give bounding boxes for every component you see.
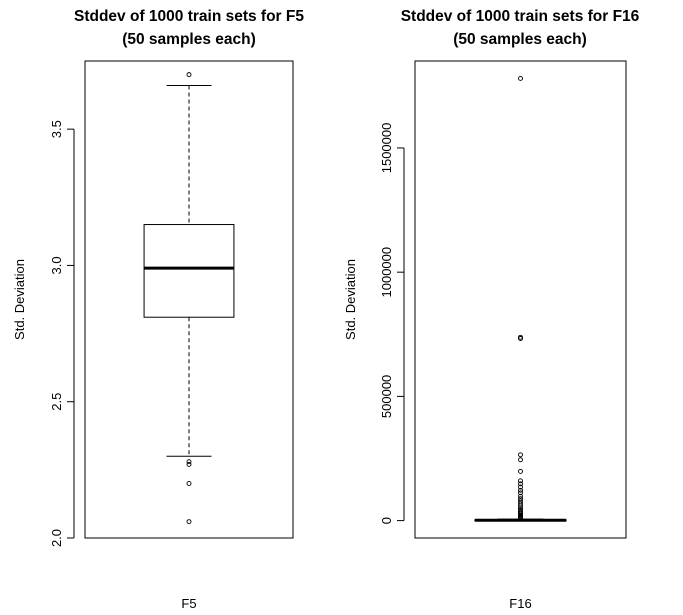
- outlier-point: [186, 519, 192, 525]
- outlier-point: [518, 493, 523, 499]
- y-tick-label: 500000: [379, 375, 394, 418]
- outlier-point: [518, 478, 523, 484]
- outlier-point: [518, 481, 523, 487]
- y-tick-label: 1500000: [379, 123, 394, 174]
- outlier-point: [518, 336, 523, 341]
- y-tick-label: 2.5: [49, 393, 64, 411]
- x-axis-label: F16: [509, 596, 531, 611]
- chart-title-line: Stddev of 1000 train sets for F16: [401, 8, 640, 25]
- outlier-point: [518, 516, 523, 522]
- outlier-point: [518, 457, 523, 463]
- y-tick-label: 0: [379, 517, 394, 524]
- outlier-point: [518, 502, 523, 508]
- outlier-point: [518, 75, 523, 81]
- plot-frame: [84, 60, 294, 539]
- y-axis-label: Std. Deviation: [343, 259, 358, 340]
- chart-title-line: Stddev of 1000 train sets for F5: [74, 8, 304, 25]
- y-tick-label: 2.0: [49, 529, 64, 547]
- outlier-point: [518, 490, 523, 496]
- outlier-point: [518, 484, 523, 490]
- y-tick-label: 1000000: [379, 247, 394, 298]
- plot-frame: [414, 60, 627, 539]
- y-axis-label: Std. Deviation: [12, 259, 27, 340]
- outlier-point: [518, 468, 523, 474]
- chart-title-line: (50 samples each): [122, 31, 256, 48]
- outlier-point: [518, 504, 523, 510]
- y-tick-label: 3.5: [49, 120, 64, 138]
- outlier-point: [518, 496, 523, 502]
- outlier-point: [186, 481, 192, 486]
- outlier-point: [518, 487, 523, 493]
- chart-title-line: (50 samples each): [453, 31, 587, 48]
- chart-panel-2: Stddev of 1000 train sets for F16 (50 sam…: [343, 8, 640, 611]
- iqr-box: [143, 224, 235, 318]
- outlier-point: [186, 72, 192, 78]
- outlier-point: [186, 459, 192, 465]
- x-axis-label: F5: [181, 596, 196, 611]
- y-tick-label: 3.0: [49, 256, 64, 274]
- outlier-point: [518, 452, 523, 458]
- chart-panel-1: Stddev of 1000 train sets for F5 (50 samp…: [12, 8, 304, 611]
- outlier-point: [186, 461, 192, 467]
